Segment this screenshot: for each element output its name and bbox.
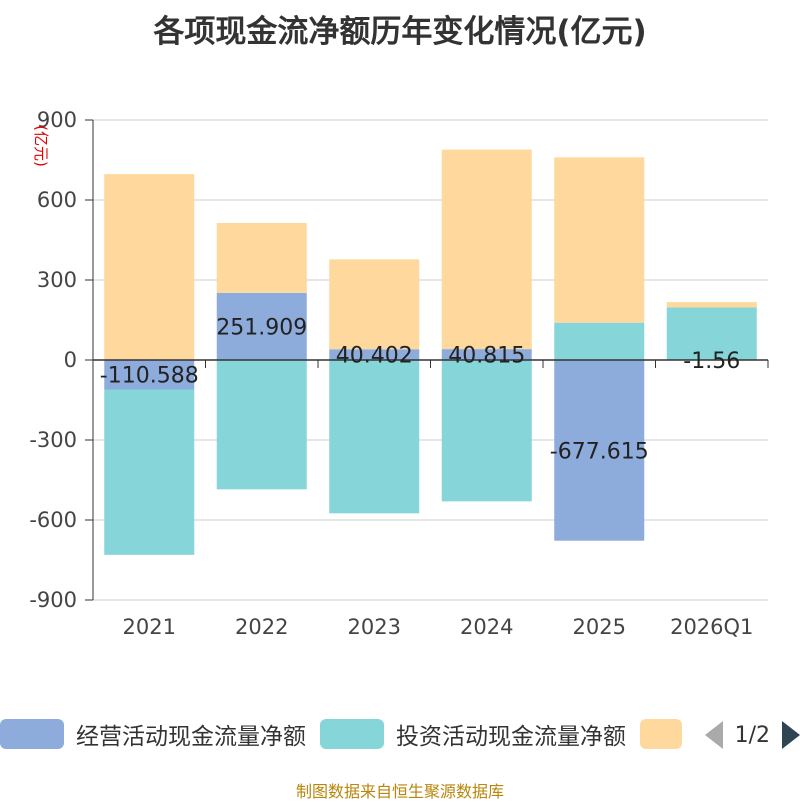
- data-label: 251.909: [216, 315, 307, 340]
- x-tick-label: 2022: [235, 615, 288, 639]
- legend-swatch-operating: [0, 719, 64, 749]
- data-label: -677.615: [550, 439, 649, 464]
- y-tick-label: 300: [37, 268, 77, 292]
- y-tick-label: -300: [29, 428, 77, 452]
- x-tick-label: 2024: [460, 615, 513, 639]
- source-note: 制图数据来自恒生聚源数据库: [0, 778, 800, 802]
- bar-segment: [217, 223, 307, 293]
- bar-segment: [442, 150, 532, 349]
- pager-prev-icon[interactable]: [705, 721, 723, 749]
- bar-segment: [329, 259, 419, 349]
- bar-segment: [104, 174, 194, 360]
- bar-segment: [217, 360, 307, 489]
- legend-pager: 1/2: [705, 720, 800, 750]
- data-label: 40.402: [336, 344, 413, 369]
- bar-segment: [104, 389, 194, 554]
- data-label: -1.56: [683, 349, 740, 374]
- y-tick-label: -900: [29, 588, 77, 612]
- bar-segment: [442, 360, 532, 501]
- chart-legend: 经营活动现金流量净额 投资活动现金流量净额 1/2: [0, 712, 800, 758]
- bar-segment: [554, 157, 644, 322]
- legend-label-investing: 投资活动现金流量净额: [396, 717, 626, 751]
- pager-next-icon[interactable]: [782, 721, 800, 749]
- legend-swatch-financing: [640, 719, 682, 749]
- legend-item-operating[interactable]: 经营活动现金流量净额: [0, 712, 306, 756]
- legend-item-investing[interactable]: 投资活动现金流量净额: [320, 712, 626, 756]
- data-label: -110.588: [100, 364, 199, 389]
- x-tick-label: 2021: [123, 615, 176, 639]
- legend-item-financing[interactable]: [640, 712, 694, 756]
- y-tick-label: 0: [64, 348, 77, 372]
- x-tick-label: 2025: [573, 615, 626, 639]
- legend-swatch-investing: [320, 719, 384, 749]
- bar-segment: [667, 302, 757, 307]
- y-tick-label: -600: [29, 508, 77, 532]
- y-tick-label: 600: [37, 188, 77, 212]
- data-label: 40.815: [448, 344, 525, 369]
- bar-segment: [554, 323, 644, 360]
- y-axis-unit-label: (亿元): [32, 125, 50, 167]
- x-tick-label: 2023: [348, 615, 401, 639]
- bar-segment: [329, 360, 419, 513]
- legend-label-operating: 经营活动现金流量净额: [76, 717, 306, 751]
- x-tick-label: 2026Q1: [670, 615, 753, 639]
- pager-text: 1/2: [735, 723, 770, 748]
